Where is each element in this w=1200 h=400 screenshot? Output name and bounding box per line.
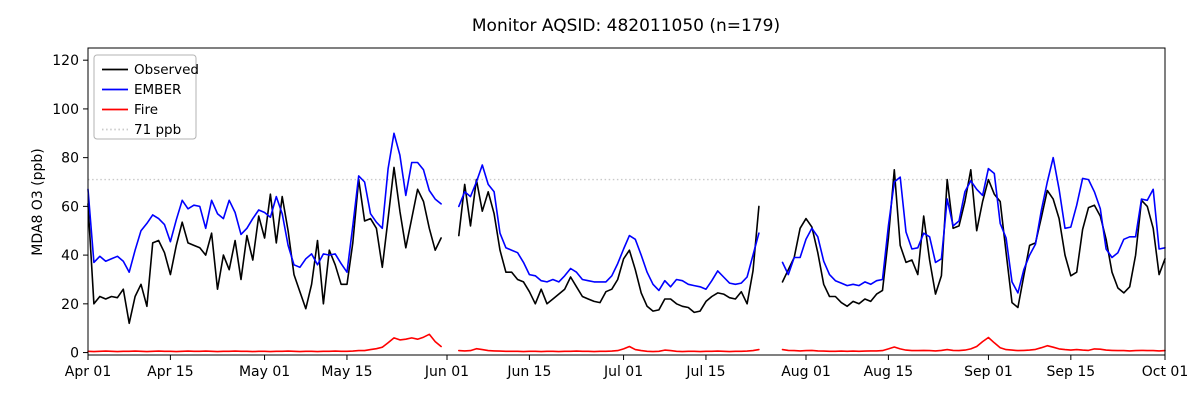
y-tick-label: 100 — [52, 102, 79, 118]
legend-label-observed: Observed — [134, 62, 199, 78]
y-tick-label: 120 — [52, 53, 79, 69]
y-tick-label: 60 — [61, 199, 79, 215]
x-tick-label: Jul 01 — [603, 364, 643, 380]
series-line-fire — [458, 345, 760, 353]
series-line-observed — [458, 178, 760, 314]
series-line-fire — [87, 333, 442, 353]
x-tick-label: Jul 15 — [685, 364, 725, 380]
chart-title: Monitor AQSID: 482011050 (n=179) — [472, 16, 780, 36]
y-tick-label: 20 — [61, 297, 79, 313]
series-line-observed — [87, 166, 442, 325]
y-tick-label: 40 — [61, 248, 79, 264]
series-line-ember — [781, 156, 1166, 294]
x-tick-label: Sep 01 — [964, 364, 1013, 380]
x-tick-label: Jun 15 — [506, 364, 551, 380]
legend-label-ember: EMBER — [134, 82, 181, 98]
series-line-ember — [458, 164, 760, 292]
legend-label-fire: Fire — [134, 102, 158, 118]
legend: Observed EMBER Fire 71 ppb — [93, 54, 199, 140]
series-lines-layer — [87, 132, 1166, 353]
x-tick-label: May 15 — [321, 364, 372, 380]
series-line-fire — [781, 336, 1166, 353]
axes-layer: 0 20 40 60 80 100 120 Apr 01 Apr 15 May 01 May 15 J… — [52, 47, 1188, 380]
y-axis-label: MDA8 O3 (ppb) — [30, 148, 46, 256]
x-tick-label: May 01 — [239, 364, 290, 380]
series-line-observed — [781, 169, 1166, 309]
series-line-ember — [87, 132, 442, 273]
plot-frame — [87, 47, 1166, 356]
x-tick-label: Jun 01 — [424, 364, 469, 380]
legend-label-71-ppb: 71 ppb — [134, 122, 181, 138]
y-tick-label: 80 — [61, 151, 79, 167]
y-tick-label: 0 — [70, 346, 79, 362]
legend-box — [93, 54, 197, 140]
x-tick-label: Apr 01 — [65, 364, 111, 380]
x-tick-label: Aug 15 — [864, 364, 914, 380]
x-tick-label: Sep 15 — [1047, 364, 1096, 380]
x-tick-label: Apr 15 — [147, 364, 193, 380]
x-tick-label: Oct 01 — [1142, 364, 1188, 380]
x-tick-label: Aug 01 — [781, 364, 831, 380]
